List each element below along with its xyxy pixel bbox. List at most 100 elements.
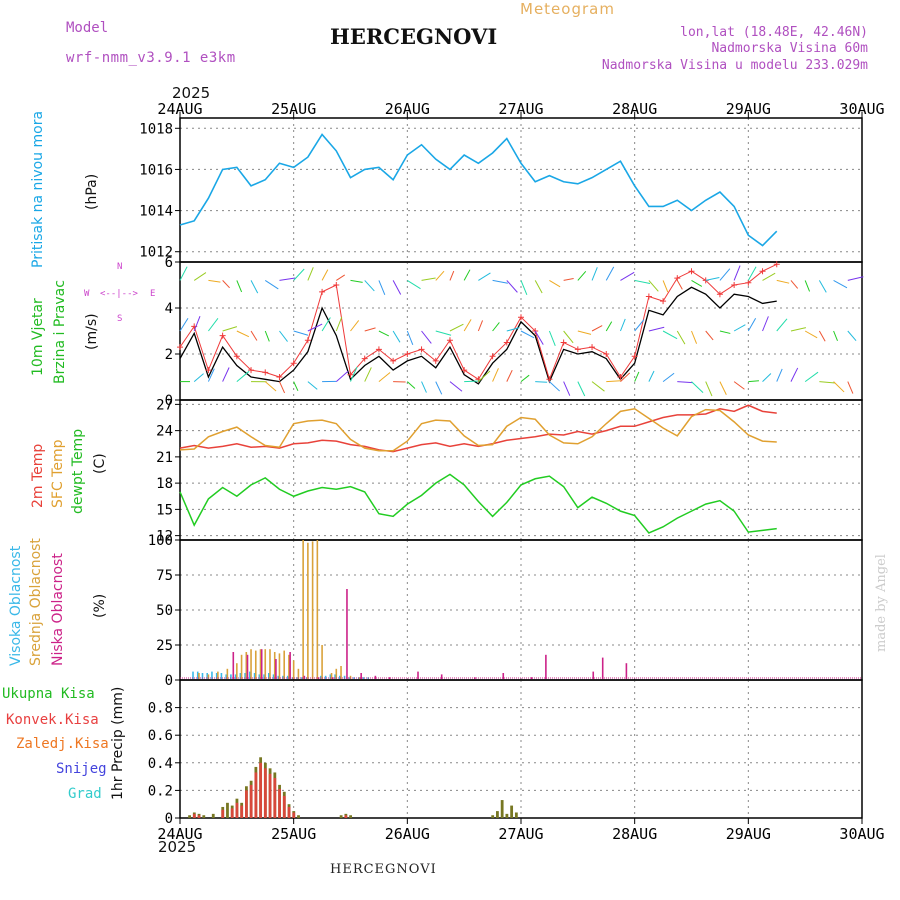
temp-2m-line [179,404,777,453]
precip-conv-bar [240,805,244,818]
precip-conv-bar [273,777,277,818]
wind-gust-marker [660,298,667,305]
model-label: Model [66,20,109,36]
wind-arrow [747,318,757,332]
wind-arrow [577,381,586,397]
wind-gust-marker [759,268,766,275]
wind-arrow [776,318,788,332]
wind-gust-marker [731,282,738,288]
x-tick-label-top: 26AUG [385,100,430,118]
wind-arrow [819,381,836,384]
x-tick-label-bottom: 30AUG [839,825,884,843]
wind-arrow [236,330,250,338]
wind-gust-marker [347,371,354,378]
y-tick-label: 0 [165,393,173,409]
wind-arrow [236,280,243,293]
wind-arrow [733,265,741,281]
wind-arrow [506,327,520,332]
wind-arrow [222,326,238,332]
wind-arrow [804,330,818,339]
wind-arrow [364,280,375,292]
wind-arrow [648,370,655,382]
wind-arrow [208,318,219,332]
wind-arrow [293,381,299,391]
wind-arrow [407,279,421,290]
wind-arrow [549,381,560,392]
precip-legend-grad: Grad [68,786,102,802]
year-top: 2025 [172,84,211,102]
wind-arrow [733,324,746,332]
wind-arrow [790,327,806,332]
wind-arrow [676,280,683,290]
wind-arrow [563,381,571,396]
precip-total-bar [202,815,206,818]
wind-arrow [321,317,331,332]
x-tick-label-top: 30AUG [839,100,884,118]
wind-arrow [705,276,720,281]
y-tick-label: 27 [156,397,173,413]
wind-arrow [535,381,548,383]
precip-conv-bar [292,812,296,818]
wind-arrow [193,272,207,281]
precip-total-bar [510,805,514,818]
wind-arrow [435,330,452,336]
model-elevation-label: Nadmorska Visina u modelu 233.029m [601,58,868,73]
wind-arrow [691,330,698,344]
wind-arrow [179,266,188,281]
y-tick-label: 1012 [139,245,173,261]
wind-arrow [719,330,731,334]
wind-arrow [591,381,605,392]
precip-conv-bar [235,802,239,818]
x-tick-label-bottom: 24AUG [157,825,202,843]
precip-total-bar [188,815,191,818]
wind-arrow [662,280,669,293]
wind-arrow [804,280,811,292]
y-tick-label: 12 [156,529,173,545]
wind-arrow [435,381,443,395]
wind-arrow [264,330,270,342]
wind-arrow [364,367,372,382]
y-tick-label: 25 [156,638,173,654]
y-tick-label: 18 [156,476,173,492]
wind-gust-marker [716,291,723,298]
wind-arrow [477,320,484,332]
wind-gust-marker [390,357,397,364]
wind-arrow [336,274,346,281]
wind-arrow [478,272,491,281]
wind-gust-marker [560,339,567,346]
x-tick-label-top: 29AUG [726,100,771,118]
wind-gust-marker [276,374,283,380]
wind-arrow [762,272,776,281]
wind-arrow [620,271,635,281]
wind-arrow [378,330,390,337]
wind-arrow [790,367,799,382]
wind-arrow [492,279,508,284]
wind-arrow [563,277,574,281]
year-bottom: 2025 [158,838,197,856]
wind-arrow [662,372,675,382]
wind-dir-cross: <--|--> [100,289,138,299]
precip-conv-bar [259,762,263,818]
wind-arrow [222,280,230,289]
wind-gust-marker [546,376,553,383]
wind-arrow [193,373,204,382]
y-tick-label: 4 [165,301,173,317]
x-tick-label-top: 24AUG [157,100,202,118]
wind-arrow [776,368,783,382]
wind-arrow [691,381,704,393]
wind-arrow [705,330,714,341]
wind-arrow [634,279,651,285]
wind-arrow [307,267,314,281]
wind-arrow [207,368,215,382]
wind-arrow [208,279,221,283]
wind-gust-marker [489,353,496,360]
wind-gust-marker [631,353,638,360]
wind-arrow [619,318,626,332]
precip-conv-bar [278,789,281,818]
wind-arrow [676,330,686,345]
wind-arrow [449,323,464,332]
wind-arrow [335,370,349,382]
wind-arrow [506,280,518,293]
wind-speed-line [179,286,777,385]
x-tick-label-bottom: 26AUG [385,825,430,843]
